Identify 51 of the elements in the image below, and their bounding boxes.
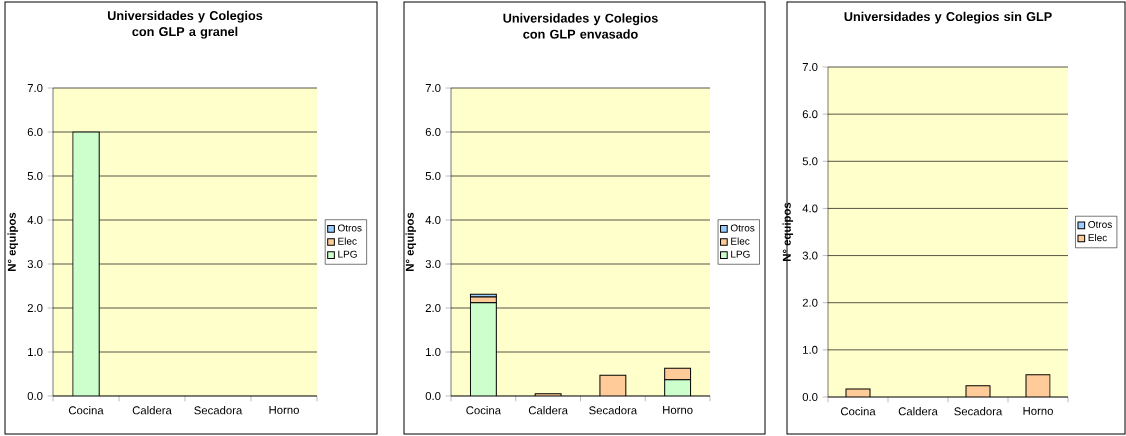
legend-label: Otros: [338, 224, 362, 232]
y-tick-label: 1.0: [426, 348, 441, 357]
y-tick-label: 1.0: [28, 348, 43, 357]
y-tick-label: 2.0: [27, 304, 43, 313]
y-axis-title: N° equipos: [782, 202, 794, 261]
x-tick-label: Cocina: [840, 407, 876, 416]
y-tick-label: 3.0: [27, 260, 43, 269]
legend-label: Elec: [731, 237, 750, 245]
x-tick-label: Caldera: [132, 406, 172, 415]
legend-label: LPG: [338, 250, 357, 258]
x-tick-label: Caldera: [898, 407, 938, 416]
bar: [469, 302, 497, 396]
y-tick-label: 4.0: [425, 216, 441, 225]
y-tick-label: 7.0: [802, 63, 818, 72]
legend-label: LPG: [731, 250, 750, 258]
y-tick-label: 5.0: [425, 172, 441, 181]
y-tick-label: 7.0: [425, 84, 441, 93]
y-tick-label: 6.0: [27, 128, 43, 137]
x-tick-label: Horno: [1023, 407, 1053, 415]
y-tick-label: 2.0: [802, 298, 818, 307]
legend-label: Otros: [730, 224, 755, 232]
y-tick-label: 0.0: [27, 392, 43, 401]
y-tick-label: 6.0: [425, 128, 441, 137]
y-tick-label: 4.0: [802, 204, 818, 213]
x-tick-label: Caldera: [528, 406, 568, 415]
y-tick-label: 1.0: [803, 345, 818, 354]
y-tick-label: 3.0: [425, 260, 441, 269]
chart-title: Universidades y Colegios sin GLP: [844, 11, 1052, 24]
y-axis-title: N° equipos: [7, 212, 19, 271]
x-tick-label: Secadora: [954, 407, 1003, 416]
y-tick-label: 0.0: [425, 392, 441, 401]
y-axis-title: N° equipos: [405, 212, 417, 271]
x-tick-label: Secadora: [589, 406, 638, 415]
x-tick-label: Cocina: [68, 406, 104, 415]
legend-label: Elec: [338, 237, 357, 245]
y-tick-label: 0.0: [802, 393, 818, 402]
y-tick-label: 4.0: [27, 216, 43, 225]
y-tick-label: 3.0: [802, 251, 818, 260]
legend-label: Otros: [1088, 220, 1112, 228]
y-tick-label: 5.0: [27, 172, 43, 181]
y-tick-label: 7.0: [27, 84, 43, 93]
legend-label: Elec: [1088, 233, 1107, 242]
x-tick-label: Horno: [269, 406, 299, 414]
x-tick-label: Secadora: [194, 406, 243, 415]
y-tick-label: 2.0: [425, 304, 441, 313]
x-tick-label: Horno: [663, 406, 693, 414]
chart-title: Universidades y Colegios con GLP envasado: [503, 13, 658, 39]
chart-title: Universidades y Colegios con GLP a granel: [107, 10, 263, 39]
x-tick-label: Cocina: [466, 406, 502, 415]
y-tick-label: 5.0: [802, 157, 818, 166]
y-tick-label: 6.0: [802, 110, 818, 119]
